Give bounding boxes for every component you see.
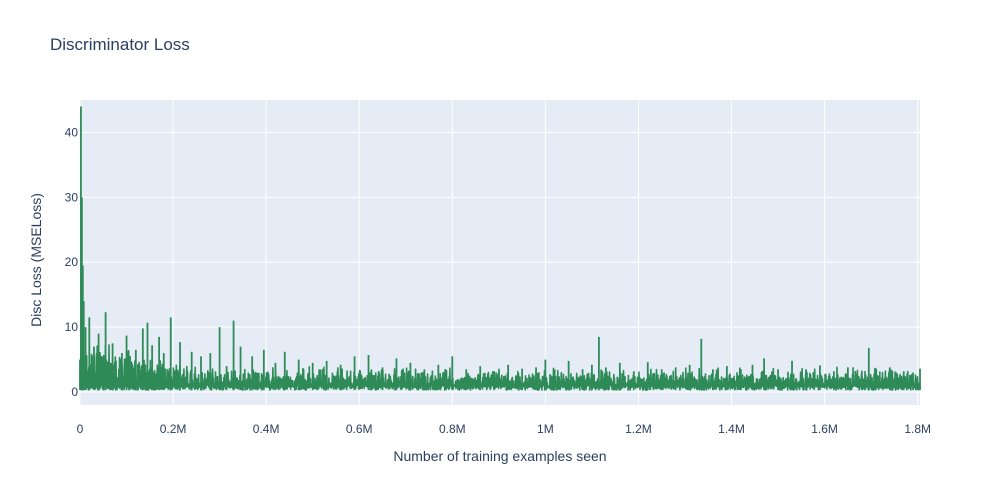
y-tick-labels: 0 10 20 30 40 xyxy=(65,125,79,399)
x-tick-label: 0.8M xyxy=(439,422,466,436)
chart-title: Discriminator Loss xyxy=(50,35,190,54)
x-tick-label: 0 xyxy=(77,422,84,436)
x-tick-label: 0.2M xyxy=(160,422,187,436)
x-tick-label: 1.2M xyxy=(625,422,652,436)
y-axis-title: Disc Loss (MSELoss) xyxy=(28,193,44,327)
x-tick-labels: 0 0.2M 0.4M 0.6M 0.8M 1M 1.2M 1.4M 1.6M 1.8M xyxy=(77,422,931,436)
y-tick-label: 10 xyxy=(65,320,79,334)
x-axis-title: Number of training examples seen xyxy=(393,448,606,464)
series-lines xyxy=(79,106,921,391)
x-tick-label: 1.4M xyxy=(718,422,745,436)
y-tick-label: 30 xyxy=(65,190,79,204)
x-tick-label: 0.6M xyxy=(346,422,373,436)
x-tick-label: 1.6M xyxy=(811,422,838,436)
y-tick-label: 40 xyxy=(65,125,79,139)
y-tick-label: 20 xyxy=(65,255,79,269)
y-tick-label: 0 xyxy=(71,385,78,399)
x-tick-label: 0.4M xyxy=(253,422,280,436)
x-tick-label: 1M xyxy=(537,422,554,436)
x-tick-label: 1.8M xyxy=(904,422,931,436)
plot-background xyxy=(80,100,920,405)
